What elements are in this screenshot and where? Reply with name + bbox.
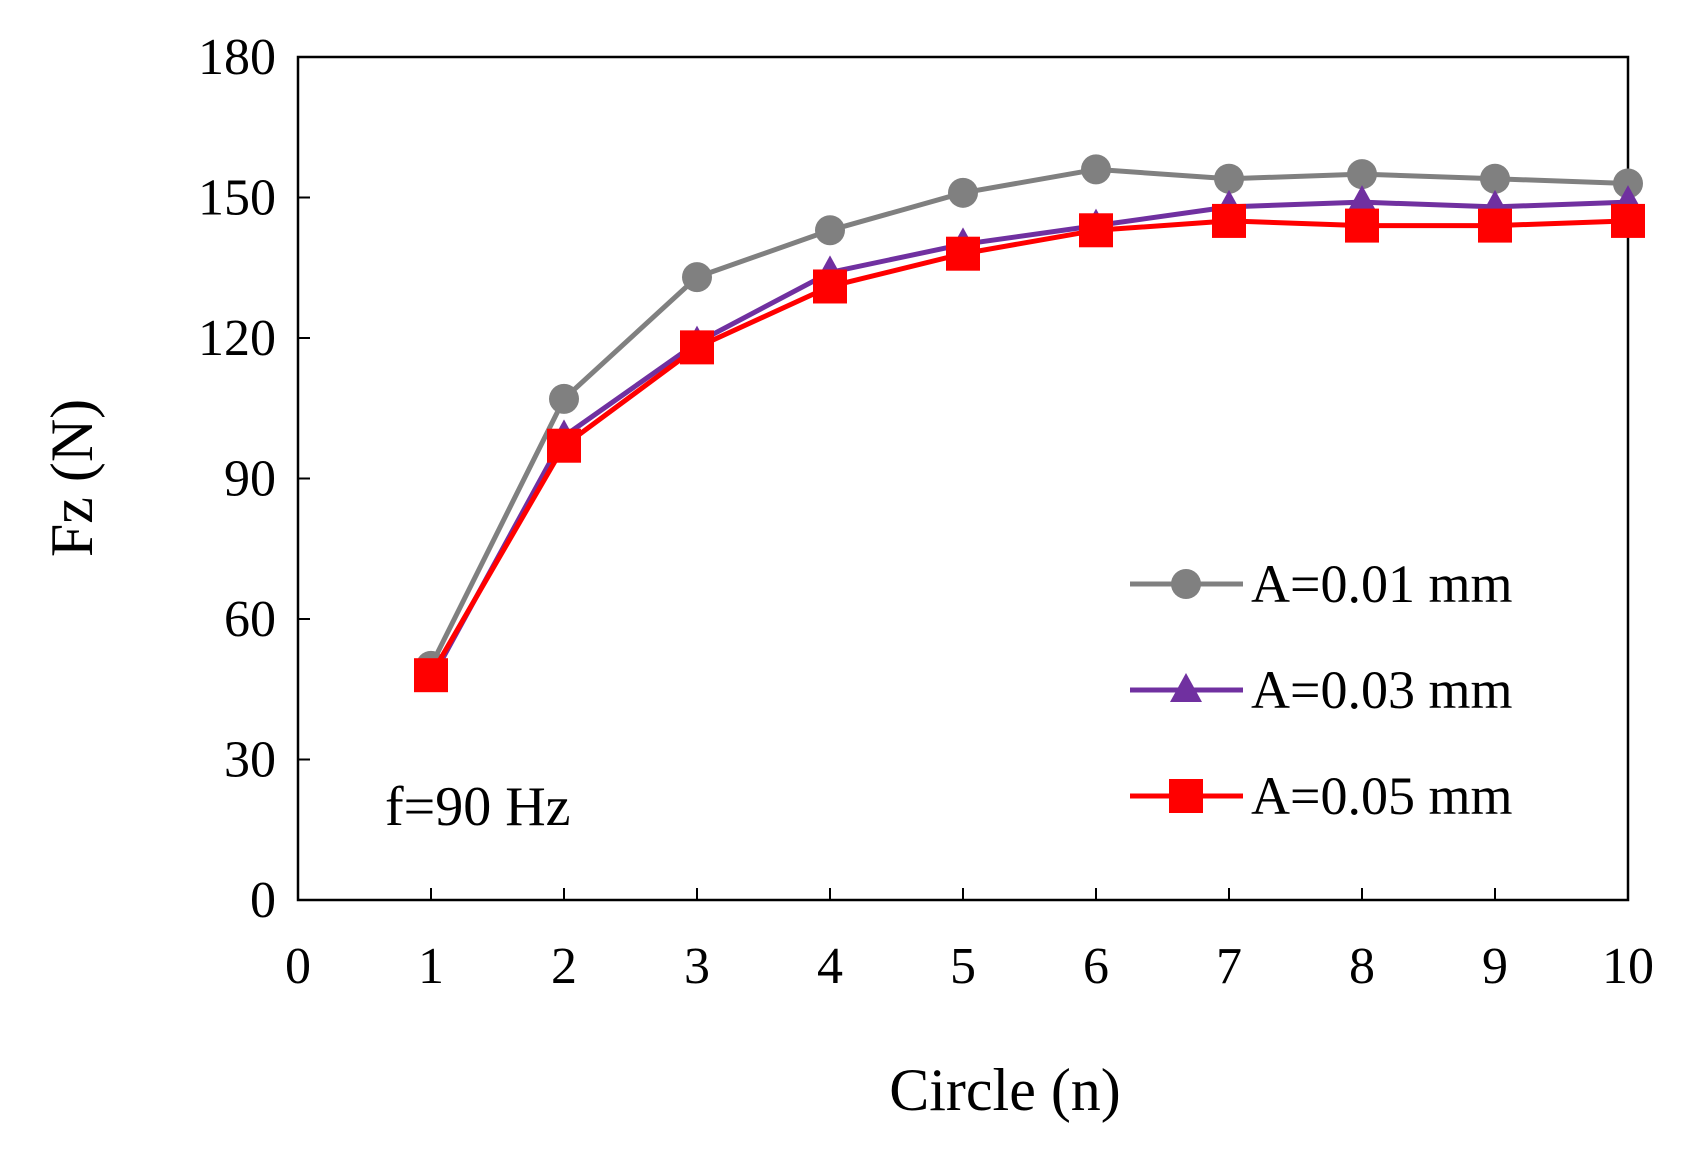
legend-label-2: A=0.03 mm — [1251, 660, 1512, 720]
series-3-point — [1478, 208, 1512, 243]
y-tick-label: 120 — [198, 310, 276, 367]
x-axis: 0 1 2 3 4 5 6 7 8 9 10 — [285, 888, 1654, 995]
x-tick-label: 10 — [1602, 938, 1654, 995]
series-layer — [414, 154, 1645, 693]
x-tick-label: 7 — [1216, 938, 1242, 995]
y-tick-label: 60 — [224, 591, 276, 648]
legend-label-3: A=0.05 mm — [1251, 766, 1512, 826]
y-tick-label: 150 — [198, 170, 276, 227]
x-tick-label: 5 — [950, 938, 976, 995]
x-tick-label: 4 — [817, 938, 843, 995]
x-axis-label: Circle (n) — [889, 1057, 1121, 1123]
y-tick-label: 90 — [224, 451, 276, 508]
series-3-point — [1345, 208, 1379, 243]
series-1-point — [1214, 163, 1244, 194]
series-2 — [415, 185, 1644, 692]
series-1-point — [1480, 163, 1510, 194]
x-tick-label: 1 — [418, 938, 444, 995]
series-3-line — [428, 218, 1629, 677]
series-3-point — [680, 330, 714, 365]
y-tick-label: 0 — [250, 872, 276, 929]
y-axis: 0 30 60 90 120 150 180 — [198, 29, 310, 929]
series-1-point — [682, 262, 712, 293]
y-tick-label: 30 — [224, 732, 276, 789]
series-1-point — [1081, 154, 1111, 185]
x-tick-label: 0 — [285, 938, 311, 995]
series-3-point — [547, 428, 581, 463]
series-1-point — [1347, 159, 1377, 190]
legend-marker-3 — [1169, 779, 1203, 813]
x-tick-label: 3 — [684, 938, 710, 995]
legend: A=0.01 mm A=0.03 mm A=0.05 mm — [1130, 554, 1512, 826]
series-3 — [414, 203, 1645, 693]
series-1-point — [815, 215, 845, 246]
y-tick-label: 180 — [198, 29, 276, 86]
series-3-point — [414, 658, 448, 693]
annotation-frequency: f=90 Hz — [385, 776, 571, 838]
series-3-point — [946, 236, 980, 271]
series-2-line — [428, 199, 1629, 682]
x-tick-label: 9 — [1482, 938, 1508, 995]
series-2-point — [1346, 185, 1378, 215]
series-3-point — [813, 269, 847, 304]
x-tick-label: 8 — [1349, 938, 1375, 995]
legend-marker-2 — [1170, 673, 1202, 702]
x-tick-label: 2 — [551, 938, 577, 995]
series-3-point — [1611, 203, 1645, 238]
legend-marker-1 — [1171, 569, 1201, 599]
series-3-point — [1212, 203, 1246, 238]
x-tick-label: 6 — [1083, 938, 1109, 995]
y-axis-label: Fz (N) — [39, 399, 105, 557]
series-3-point — [1079, 213, 1113, 248]
series-1-point — [948, 177, 978, 208]
series-1-line — [428, 166, 1629, 667]
series-1-point — [1613, 168, 1643, 199]
series-1-point — [549, 383, 579, 414]
legend-label-1: A=0.01 mm — [1251, 554, 1512, 614]
